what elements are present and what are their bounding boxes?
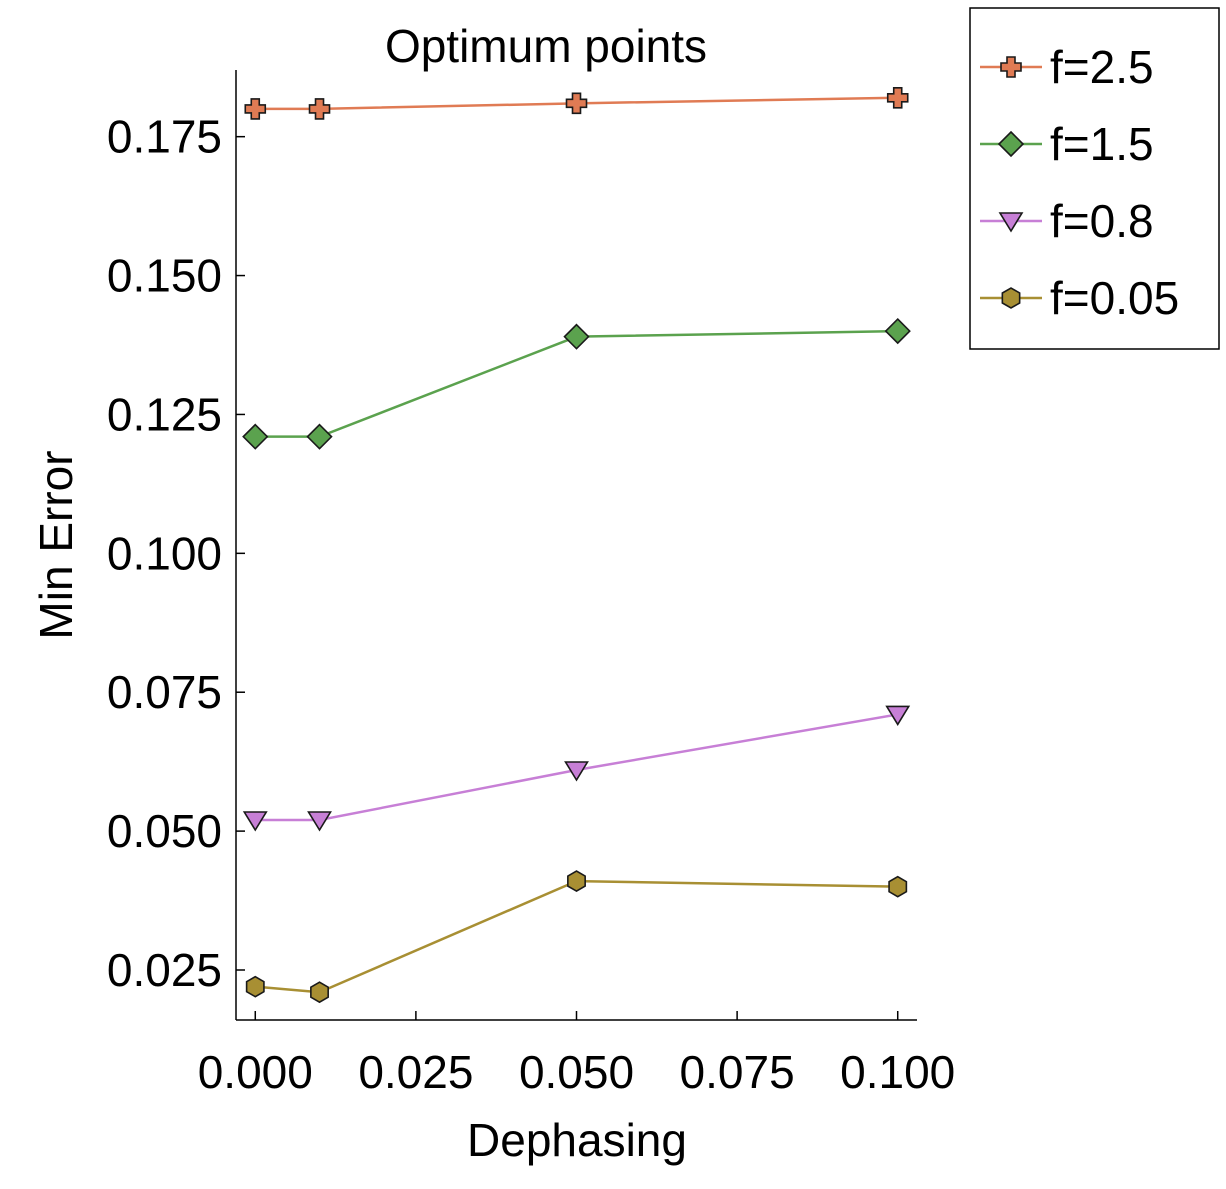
data-point-f-1-5 — [563, 323, 590, 350]
x-tick-label: 0.025 — [358, 1046, 473, 1098]
y-tick-label: 0.125 — [107, 388, 222, 440]
y-tick-label: 0.050 — [107, 805, 222, 857]
data-point-f-2-5 — [886, 86, 909, 109]
series-f-0-05 — [245, 870, 908, 1004]
legend-marker-f-0-8 — [998, 212, 1024, 233]
legend-marker-f-2-5 — [1000, 56, 1022, 78]
y-tick-label: 0.025 — [107, 944, 222, 996]
y-axis-label: Min Error — [30, 450, 82, 639]
legend-marker-f-1-5 — [997, 130, 1025, 158]
legend-marker-f-0-05 — [1001, 287, 1021, 309]
y-tick-label: 0.175 — [107, 111, 222, 163]
series-line-f-1-5 — [255, 329, 898, 438]
legend-label-f-0-05: f=0.05 — [1050, 272, 1179, 324]
data-point-f-0-05 — [888, 875, 908, 898]
legend-label-f-0-8: f=0.8 — [1050, 195, 1154, 247]
y-tick-label: 0.075 — [107, 666, 222, 718]
data-point-f-2-5 — [308, 98, 331, 120]
axes: 0.025 0.050 0.075 0.100 0.125 0.150 0.175 0.000… — [107, 70, 955, 1098]
x-tick-label: 0.000 — [198, 1046, 313, 1098]
y-tick-label: 0.100 — [107, 527, 222, 579]
data-point-f-0-05 — [310, 981, 329, 1004]
data-point-f-1-5 — [884, 317, 911, 345]
data-point-f-1-5 — [306, 423, 333, 450]
data-point-f-1-5 — [242, 423, 269, 450]
data-point-f-0-8 — [564, 761, 589, 782]
legend-label-f-1-5: f=1.5 — [1050, 118, 1154, 170]
series-layer — [242, 86, 911, 1004]
series-line-f-0-8 — [255, 713, 898, 822]
data-point-f-0-8 — [885, 705, 911, 726]
legend: f=2.5 f=1.5 f=0.8 f=0.05 — [969, 7, 1220, 350]
y-tick-label: 0.150 — [107, 250, 222, 302]
legend-label-f-2-5: f=2.5 — [1050, 41, 1154, 93]
data-point-f-0-8 — [242, 811, 268, 832]
data-point-f-0-05 — [567, 870, 586, 893]
series-line-f-2-5 — [255, 96, 898, 111]
series-f-1-5 — [242, 317, 911, 450]
x-tick-label: 0.075 — [680, 1046, 795, 1098]
series-f-0-8 — [242, 705, 911, 832]
series-line-f-0-05 — [255, 879, 898, 994]
x-tick-label: 0.100 — [840, 1046, 955, 1098]
data-point-f-0-05 — [245, 975, 265, 998]
x-tick-label: 0.050 — [519, 1046, 634, 1098]
x-axis-label: Dephasing — [467, 1114, 687, 1166]
data-point-f-0-8 — [307, 811, 332, 832]
series-f-2-5 — [244, 86, 909, 120]
chart-title: Optimum points — [385, 20, 707, 72]
data-point-f-2-5 — [244, 98, 267, 120]
data-point-f-2-5 — [565, 92, 588, 115]
